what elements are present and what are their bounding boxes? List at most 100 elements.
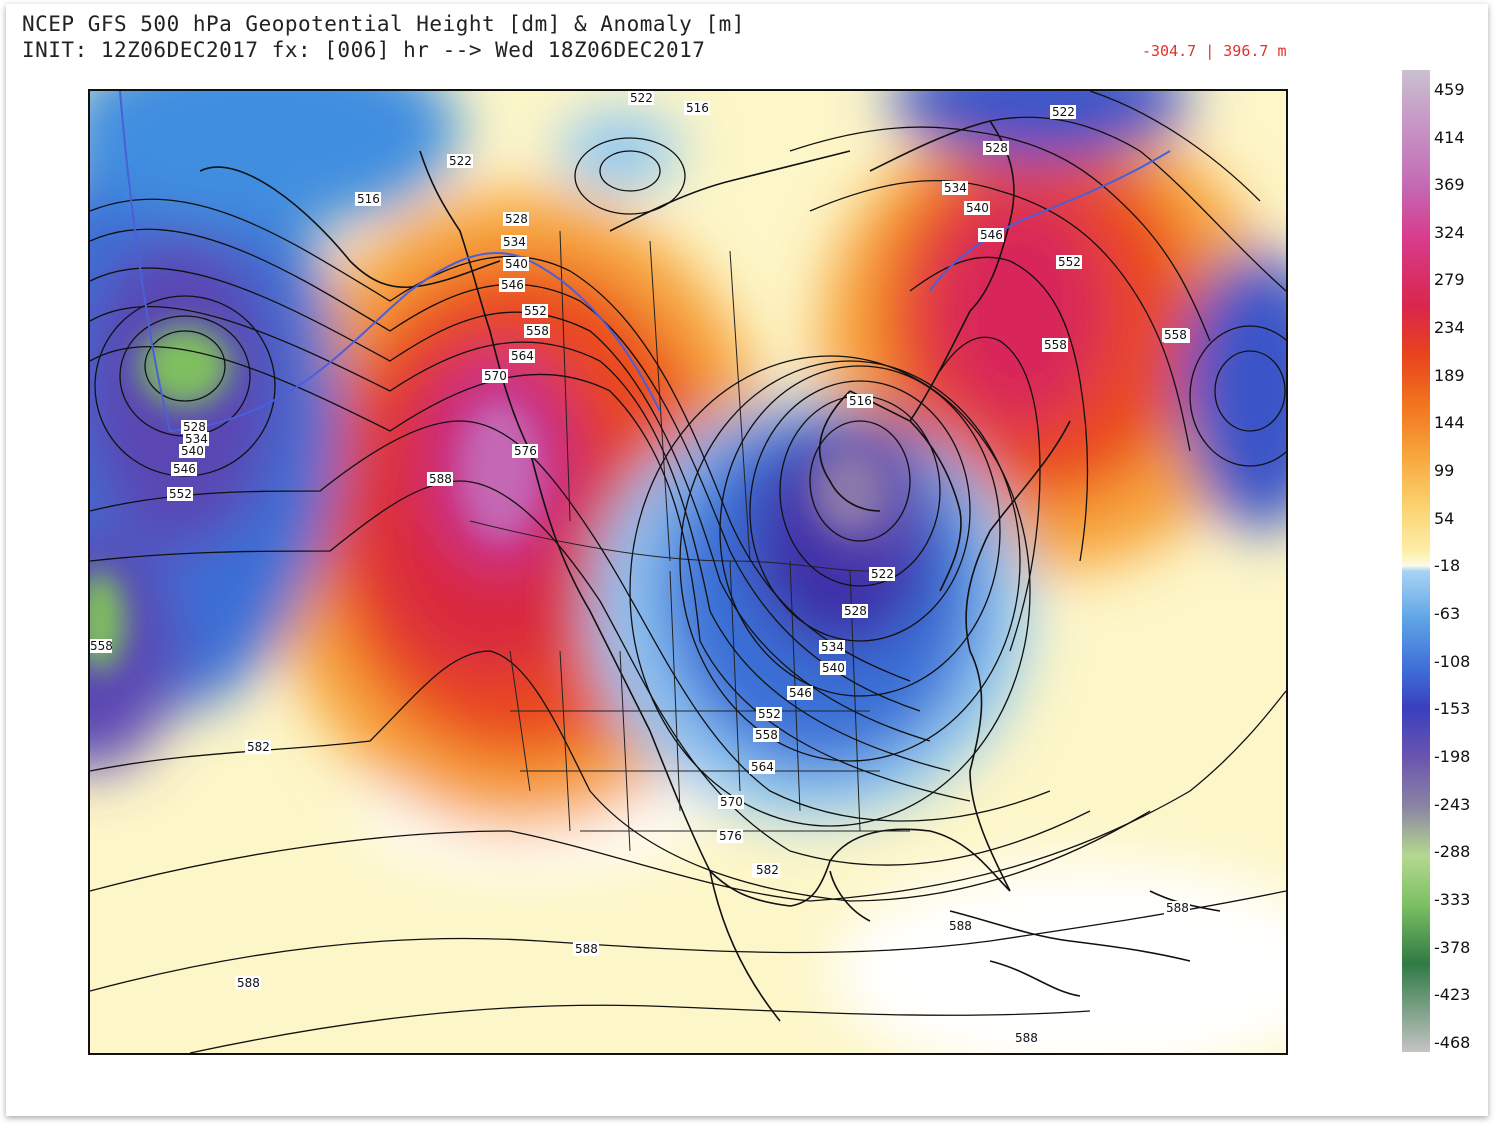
- colorbar-tick: 459: [1434, 80, 1465, 99]
- colorbar-tick: -423: [1434, 985, 1471, 1004]
- contour-label: 546: [787, 686, 813, 700]
- contour-label: 540: [503, 257, 529, 271]
- contour-label: 522: [628, 91, 654, 105]
- contour-label: 570: [718, 795, 744, 809]
- svg-text:516: 516: [849, 394, 872, 408]
- svg-text:522: 522: [630, 91, 653, 105]
- svg-text:570: 570: [484, 369, 507, 383]
- colorbar-tick: -108: [1434, 652, 1471, 671]
- svg-text:534: 534: [503, 235, 526, 249]
- contour-labels: 522 516 522 516 528 534 540 546 552 558 …: [90, 91, 1190, 1045]
- contour-label: 534: [183, 432, 209, 446]
- svg-text:582: 582: [756, 863, 779, 877]
- svg-text:522: 522: [871, 567, 894, 581]
- contour-label: 516: [684, 101, 710, 115]
- contour-label: 588: [427, 472, 453, 486]
- svg-text:588: 588: [949, 919, 972, 933]
- svg-text:528: 528: [985, 141, 1008, 155]
- svg-text:540: 540: [822, 661, 845, 675]
- contour-label: 528: [983, 141, 1009, 155]
- svg-text:540: 540: [181, 444, 204, 458]
- colorbar-tick: 414: [1434, 128, 1465, 147]
- svg-text:552: 552: [758, 707, 781, 721]
- svg-text:564: 564: [511, 349, 534, 363]
- svg-text:576: 576: [719, 829, 742, 843]
- reference-contour-540: [119, 91, 1171, 433]
- contour-label: 522: [869, 567, 895, 581]
- contour-label: 558: [524, 324, 550, 338]
- contour-label: 564: [749, 760, 775, 774]
- anomaly-colorbar: [1402, 70, 1430, 1052]
- colorbar-tick: 99: [1434, 461, 1455, 480]
- svg-text:516: 516: [686, 101, 709, 115]
- svg-text:582: 582: [247, 740, 270, 754]
- contour-label: 540: [820, 661, 846, 675]
- height-contours: [90, 91, 1286, 1053]
- svg-text:570: 570: [720, 795, 743, 809]
- colorbar-tick: 279: [1434, 270, 1465, 289]
- contour-label: 540: [179, 444, 205, 458]
- svg-text:564: 564: [751, 760, 774, 774]
- anomaly-range-readout: -304.7 | 396.7 m: [1142, 42, 1287, 60]
- svg-text:558: 558: [1044, 338, 1067, 352]
- colorbar-tick: 144: [1434, 413, 1465, 432]
- anomaly-cores: [90, 326, 885, 671]
- contour-label: 588: [947, 919, 973, 933]
- map-canvas: 522 516 522 516 528 534 540 546 552 558 …: [90, 91, 1286, 1053]
- svg-text:552: 552: [524, 304, 547, 318]
- svg-text:558: 558: [526, 324, 549, 338]
- svg-text:558: 558: [755, 728, 778, 742]
- svg-text:534: 534: [185, 432, 208, 446]
- contour-label: 522: [447, 154, 473, 168]
- svg-text:522: 522: [449, 154, 472, 168]
- chart-title: NCEP GFS 500 hPa Geopotential Height [dm…: [22, 12, 745, 36]
- colorbar-tick: 234: [1434, 318, 1465, 337]
- colorbar-tick: -153: [1434, 699, 1471, 718]
- colorbar-tick: -18: [1434, 556, 1461, 575]
- contour-label: 582: [754, 863, 780, 877]
- contour-label: 558: [90, 639, 113, 653]
- svg-text:546: 546: [980, 228, 1003, 242]
- svg-text:588: 588: [575, 942, 598, 956]
- svg-text:546: 546: [501, 278, 524, 292]
- contour-label: 558: [1042, 338, 1068, 352]
- contour-label: 588: [1013, 1031, 1039, 1045]
- contour-label: 588: [235, 976, 261, 990]
- init-time-line: INIT: 12Z06DEC2017 fx: [006] hr --> Wed …: [22, 38, 706, 62]
- contour-label: 522: [1050, 105, 1076, 119]
- svg-text:534: 534: [821, 640, 844, 654]
- colorbar-tick: -333: [1434, 890, 1471, 909]
- contour-label: 558: [1162, 328, 1188, 342]
- contour-label: 540: [964, 201, 990, 215]
- contour-label: 528: [503, 212, 529, 226]
- colorbar-tick: 324: [1434, 223, 1465, 242]
- contour-label: 576: [512, 444, 538, 458]
- svg-text:540: 540: [966, 201, 989, 215]
- contour-label: 582: [245, 740, 271, 754]
- contour-label: 516: [847, 394, 873, 408]
- colorbar-tick: 189: [1434, 366, 1465, 385]
- colorbar-tick: -243: [1434, 795, 1471, 814]
- svg-text:552: 552: [169, 487, 192, 501]
- contour-label: 546: [499, 278, 525, 292]
- contour-label: 528: [842, 604, 868, 618]
- contour-label: 552: [1056, 255, 1082, 269]
- contour-label: 546: [171, 462, 197, 476]
- contour-label: 552: [167, 487, 193, 501]
- contour-label: 534: [942, 181, 968, 195]
- contour-label: 534: [501, 235, 527, 249]
- svg-text:552: 552: [1058, 255, 1081, 269]
- contour-label: 552: [522, 304, 548, 318]
- svg-text:528: 528: [844, 604, 867, 618]
- contour-label: 570: [482, 369, 508, 383]
- svg-text:516: 516: [357, 192, 380, 206]
- svg-text:534: 534: [944, 181, 967, 195]
- svg-text:528: 528: [505, 212, 528, 226]
- svg-text:576: 576: [514, 444, 537, 458]
- contour-label: 576: [717, 829, 743, 843]
- contour-label: 528: [181, 420, 207, 434]
- contour-label: 588: [1164, 901, 1190, 915]
- contour-label: 546: [978, 228, 1004, 242]
- svg-text:588: 588: [1015, 1031, 1038, 1045]
- contour-label: 534: [819, 640, 845, 654]
